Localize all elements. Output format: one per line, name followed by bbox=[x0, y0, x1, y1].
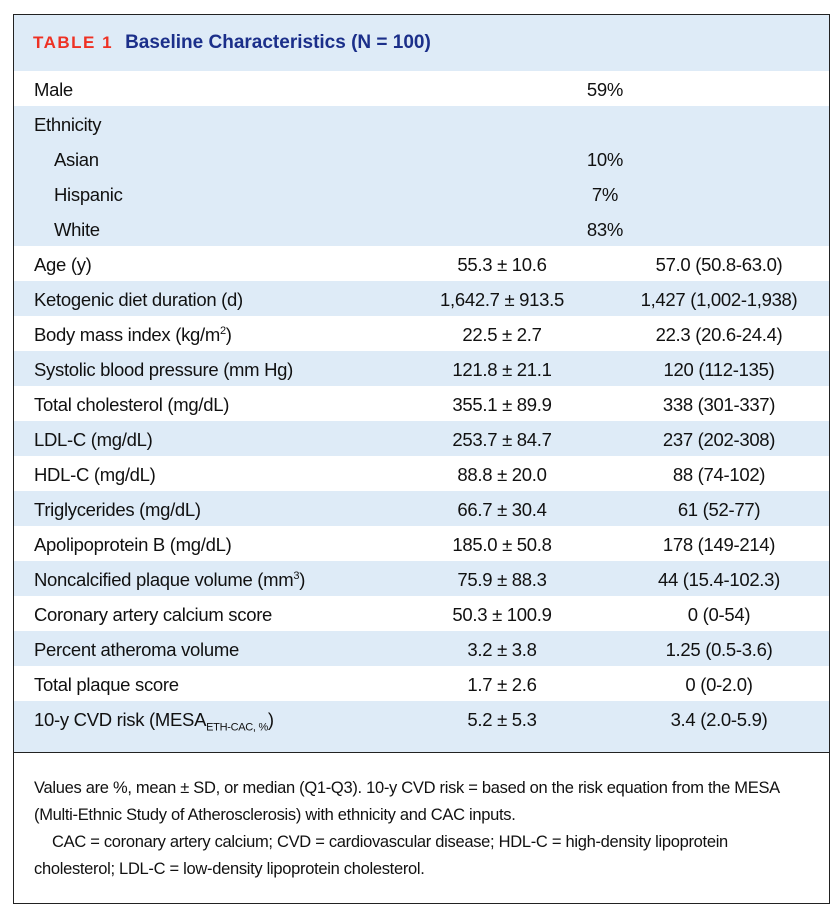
footnote-abbreviations: CAC = coronary artery calcium; CVD = car… bbox=[34, 833, 728, 878]
table-frame: TABLE 1 Baseline Characteristics (N = 10… bbox=[13, 14, 830, 904]
median-value: 1,427 (1,002-1,938) bbox=[640, 289, 798, 310]
row-label: Coronary artery calcium score bbox=[34, 604, 273, 625]
mean-sd-value: 5.2 ± 5.3 bbox=[467, 709, 537, 730]
row-label: Hispanic bbox=[54, 184, 123, 205]
table-body: Age (y) 55.3 ± 10.6 57.0 (50.8-63.0) Ketoge… bbox=[14, 246, 829, 753]
table-row: Noncalcified plaque volume (mm3) 75.9 ± 8… bbox=[14, 561, 829, 596]
row-label: Age (y) bbox=[34, 254, 92, 275]
median-value: 44 (15.4-102.3) bbox=[657, 569, 781, 590]
row-value: 59% bbox=[586, 79, 624, 100]
median-value: 3.4 (2.0-5.9) bbox=[670, 709, 768, 730]
table-row: Total plaque score 1.7 ± 2.6 0 (0-2.0) bbox=[14, 666, 829, 701]
median-value: 57.0 (50.8-63.0) bbox=[655, 254, 783, 275]
table-row: Total cholesterol (mg/dL) 355.1 ± 89.9 338… bbox=[14, 386, 829, 421]
table-row: Body mass index (kg/m2) 22.5 ± 2.7 22.3 (2… bbox=[14, 316, 829, 351]
table-footnotes: Values are %, mean ± SD, or median (Q1-Q… bbox=[14, 753, 829, 883]
median-value: 338 (301-337) bbox=[662, 394, 776, 415]
table-row: Coronary artery calcium score 50.3 ± 100.… bbox=[14, 596, 829, 631]
table-row-hispanic: Hispanic 7% bbox=[14, 176, 829, 211]
table-row-white: White 83% bbox=[14, 211, 829, 246]
mean-sd-value: 66.7 ± 30.4 bbox=[457, 499, 547, 520]
table-row: Percent atheroma volume 3.2 ± 3.8 1.25 (0.… bbox=[14, 631, 829, 666]
row-label: Systolic blood pressure (mm Hg) bbox=[34, 359, 294, 380]
mean-sd-value: 121.8 ± 21.1 bbox=[452, 359, 552, 380]
mean-sd-value: 1,642.7 ± 913.5 bbox=[440, 289, 564, 310]
table-row-asian: Asian 10% bbox=[14, 141, 829, 176]
table-row: 10-y CVD risk (MESAETH-CAC, %) 5.2 ± 5.3 3… bbox=[14, 701, 829, 753]
row-label: Total plaque score bbox=[34, 674, 179, 695]
row-label: Triglycerides (mg/dL) bbox=[34, 499, 201, 520]
row-label: Ethnicity bbox=[34, 114, 102, 135]
mean-sd-value: 75.9 ± 88.3 bbox=[457, 569, 547, 590]
row-label: Ketogenic diet duration (d) bbox=[34, 289, 243, 310]
median-value: 0 (0-2.0) bbox=[685, 674, 753, 695]
table-number: TABLE 1 bbox=[33, 33, 114, 52]
median-value: 120 (112-135) bbox=[663, 359, 775, 380]
row-label: White bbox=[54, 219, 100, 240]
table-title: Baseline Characteristics (N = 100) bbox=[125, 32, 431, 53]
row-label: LDL-C (mg/dL) bbox=[34, 429, 153, 450]
row-label: HDL-C (mg/dL) bbox=[34, 464, 156, 485]
mean-sd-value: 253.7 ± 84.7 bbox=[452, 429, 552, 450]
median-value: 237 (202-308) bbox=[662, 429, 776, 450]
row-label: Noncalcified plaque volume (mm3) bbox=[34, 569, 306, 590]
row-label: Asian bbox=[54, 149, 99, 170]
row-value: 10% bbox=[586, 149, 624, 170]
mean-sd-value: 22.5 ± 2.7 bbox=[462, 324, 542, 345]
table-row: Ketogenic diet duration (d) 1,642.7 ± 913… bbox=[14, 281, 829, 316]
table-row: Systolic blood pressure (mm Hg) 121.8 ± 2… bbox=[14, 351, 829, 386]
median-value: 61 (52-77) bbox=[677, 499, 761, 520]
row-label: Male bbox=[34, 79, 73, 100]
table-row: Apolipoprotein B (mg/dL) 185.0 ± 50.8 178 … bbox=[14, 526, 829, 561]
table-row-male: Male 59% bbox=[14, 71, 829, 106]
mean-sd-value: 50.3 ± 100.9 bbox=[452, 604, 552, 625]
row-label: 10-y CVD risk (MESAETH-CAC, %) bbox=[34, 709, 274, 734]
table-row: Age (y) 55.3 ± 10.6 57.0 (50.8-63.0) bbox=[14, 246, 829, 281]
ethnicity-group: Ethnicity Asian 10% Hispanic 7% White 83… bbox=[14, 106, 829, 246]
mean-sd-value: 55.3 ± 10.6 bbox=[457, 254, 547, 275]
footnote: Values are %, mean ± SD, or median (Q1-Q… bbox=[34, 779, 779, 824]
mean-sd-value: 1.7 ± 2.6 bbox=[467, 674, 537, 695]
row-label: Body mass index (kg/m2) bbox=[34, 324, 232, 345]
median-value: 88 (74-102) bbox=[672, 464, 766, 485]
row-label: Total cholesterol (mg/dL) bbox=[34, 394, 230, 415]
median-value: 0 (0-54) bbox=[687, 604, 751, 625]
row-label: Percent atheroma volume bbox=[34, 639, 239, 660]
table-row: LDL-C (mg/dL) 253.7 ± 84.7 237 (202-308) bbox=[14, 421, 829, 456]
row-value: 83% bbox=[586, 219, 624, 240]
table-header: TABLE 1 Baseline Characteristics (N = 10… bbox=[14, 15, 829, 71]
row-label: Apolipoprotein B (mg/dL) bbox=[34, 534, 232, 555]
row-value: 7% bbox=[591, 184, 619, 205]
mean-sd-value: 3.2 ± 3.8 bbox=[467, 639, 537, 660]
median-value: 1.25 (0.5-3.6) bbox=[665, 639, 773, 660]
table-row: HDL-C (mg/dL) 88.8 ± 20.0 88 (74-102) bbox=[14, 456, 829, 491]
mean-sd-value: 185.0 ± 50.8 bbox=[452, 534, 552, 555]
table-row-ethnicity: Ethnicity bbox=[14, 106, 829, 141]
mean-sd-value: 355.1 ± 89.9 bbox=[452, 394, 552, 415]
mean-sd-value: 88.8 ± 20.0 bbox=[457, 464, 547, 485]
table-row: Triglycerides (mg/dL) 66.7 ± 30.4 61 (52-7… bbox=[14, 491, 829, 526]
median-value: 178 (149-214) bbox=[662, 534, 776, 555]
median-value: 22.3 (20.6-24.4) bbox=[655, 324, 783, 345]
